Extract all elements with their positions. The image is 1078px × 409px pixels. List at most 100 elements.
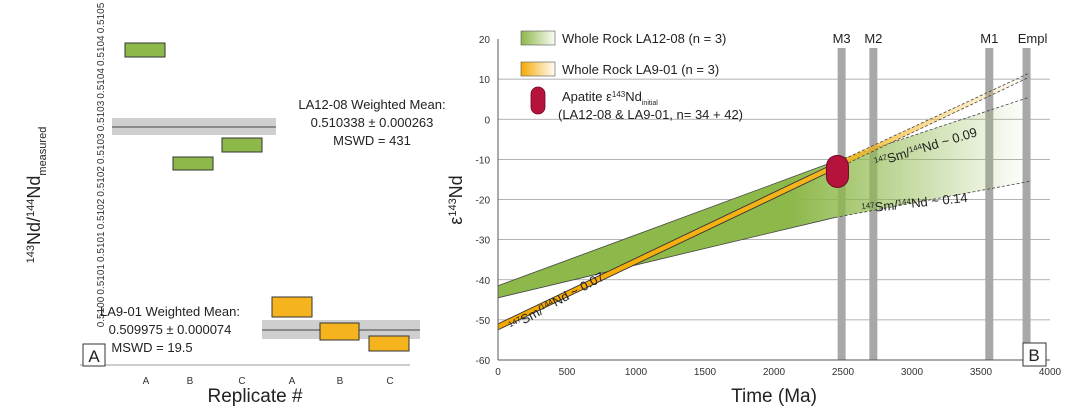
panel-a-mean-label-la1208-l2: 0.510338 ± 0.000263 — [311, 115, 434, 130]
point-la1208-B — [172, 156, 214, 171]
panel-a-y-tick-label: 0.5103 — [96, 100, 107, 131]
legend-apatite-sup: 143 — [612, 90, 626, 99]
event-label-m2: M2 — [864, 31, 882, 46]
panel-a-points — [124, 42, 410, 352]
legend-label-apatite-line2: (LA12-08 & LA9-01, n= 34 + 42) — [558, 107, 743, 122]
panel-a-label-box — [82, 343, 106, 367]
panel-b-x-tick-label: 500 — [559, 367, 576, 378]
panel-b-x-tick-label: 0 — [495, 367, 501, 378]
legend-apatite-nd: Nd — [625, 89, 642, 104]
panel-b-y-tick-label: -30 — [476, 236, 491, 247]
panel-b-y-tick-label: -50 — [476, 316, 491, 327]
panel-a-x-tick-label: B — [187, 376, 194, 387]
panel-b-x-tick-label: 2500 — [832, 367, 855, 378]
panel-a-y-tick-label: 0.5102 — [96, 198, 107, 229]
y-label-sup-144: 144 — [25, 199, 37, 217]
panel-a-y-tick-label: 0.5100 — [96, 296, 107, 327]
event-label-m3: M3 — [833, 31, 851, 46]
panel-a-x-tick-label: C — [386, 376, 393, 387]
band-la901 — [498, 73, 1030, 330]
panel-b-y-tick-label: -60 — [476, 356, 491, 367]
legend-swatch-la1208 — [520, 30, 556, 46]
panel-a-y-tick-label: 0.5101 — [96, 264, 107, 295]
ratio-009-a: Sm/ — [885, 145, 912, 166]
panel-b-y-tick-label: -40 — [476, 276, 491, 287]
panel-a-x-axis-label: Replicate # — [207, 386, 302, 407]
panel-a-y-tick-label: 0.5103 — [96, 133, 107, 164]
legend-apatite-a: Apatite ε — [562, 89, 612, 104]
point-la901-C — [368, 335, 410, 352]
ratio-014-b: Nd ~ 0.14 — [910, 190, 968, 211]
band-la901-lower-ext — [834, 76, 1030, 170]
y-label-nd: Nd — [24, 176, 44, 199]
ratio-009-sup2: 144 — [908, 141, 924, 154]
panel-a-y-tick-label: 0.5104 — [96, 68, 107, 99]
event-label-empl: Empl — [1018, 31, 1048, 46]
ratio-009-sup1: 147 — [873, 152, 889, 165]
panel-a-mean-label-la901-l1: LA9-01 Weighted Mean: — [100, 304, 240, 319]
y-label-nd: Nd — [446, 175, 466, 198]
panel-a-y-ticks: 0.51000.51010.51010.51020.51020.51030.51… — [96, 2, 107, 327]
panel-a-x-tick-label: C — [238, 376, 245, 387]
event-bar-empl — [1022, 48, 1031, 360]
panel-b-y-tick-label: 20 — [479, 35, 491, 46]
panel-a-mean-label-la1208-l3: MSWD = 431 — [333, 133, 411, 148]
y-label-epsilon: ε — [446, 217, 466, 225]
band-la901-lower-edge — [497, 169, 835, 331]
panel-a-x-tick-label: B — [337, 376, 344, 387]
panel-b: M3 M2 M1 Empl -60 -50 -40 -30 -20 -10 0 10 20 0 500 10… — [446, 30, 1062, 407]
band-la1208-upper-edge — [497, 161, 835, 287]
legend-label-la1208: Whole Rock LA12-08 (n = 3) — [562, 31, 726, 46]
panel-b-x-tick-label: 1500 — [694, 367, 717, 378]
panel-a-y-tick-label: 0.5101 — [96, 231, 107, 262]
panel-b-label-box — [1022, 342, 1047, 367]
legend-label-la901: Whole Rock LA9-01 (n = 3) — [562, 62, 719, 77]
ratio-014-sup2: 144 — [897, 196, 912, 206]
panel-b-y-axis-label: ε143Nd — [446, 175, 466, 224]
panel-a-y-tick-label: 0.5104 — [96, 35, 107, 66]
panel-a: 0.51000.51010.51010.51020.51020.51030.51… — [24, 2, 446, 407]
panel-a-y-tick-label: 0.5105 — [96, 2, 107, 33]
panel-a-x-tick-label: A — [143, 376, 150, 387]
panel-a-label: A — [88, 347, 100, 366]
panel-a-mean-label-la1208-l1: LA12-08 Weighted Mean: — [298, 97, 445, 112]
y-label-sub-measured: measured — [37, 127, 49, 176]
band-la901-upper-ext — [834, 72, 1030, 164]
legend-apatite-sub: initial — [642, 100, 658, 107]
apatite-epsilon-nd — [825, 154, 849, 188]
point-la1208-A — [124, 42, 166, 58]
band-la1208-lower-edge — [497, 217, 835, 299]
y-label-sup-143: 143 — [447, 198, 459, 216]
band-la1208-lower-ext — [834, 181, 1030, 218]
legend-label-apatite: Apatite ε143Ndinitial — [562, 89, 658, 107]
panel-b-axes: -60 -50 -40 -30 -20 -10 0 10 20 0 500 1000 1500 2000 2… — [476, 35, 1062, 378]
legend-swatch-la901 — [520, 61, 556, 77]
y-label-nd-slash: Nd/ — [24, 217, 44, 245]
panel-b-x-tick-label: 4000 — [1039, 367, 1062, 378]
panel-b-x-tick-label: 3500 — [970, 367, 993, 378]
event-label-m1: M1 — [980, 31, 998, 46]
ratio-014-a: Sm/ — [874, 197, 899, 214]
legend-swatch-apatite — [530, 86, 546, 115]
panel-a-y-tick-label: 0.5102 — [96, 166, 107, 197]
panel-a-mean-label-la901-l3: MSWD = 19.5 — [111, 340, 192, 355]
panel-a-y-axis-label: 143Nd/144Ndmeasured — [24, 127, 49, 264]
panel-b-x-tick-label: 2000 — [763, 367, 786, 378]
panel-b-y-tick-label: 0 — [484, 115, 490, 126]
annotation-ratio-014: 147Sm/144Nd ~ 0.14 — [861, 190, 969, 216]
band-la901-upper-edge — [497, 162, 835, 325]
panel-b-x-axis-label: Time (Ma) — [731, 386, 817, 407]
panel-b-legend: Whole Rock LA12-08 (n = 3) Whole Rock LA… — [520, 30, 743, 122]
ratio-014-sup1: 147 — [861, 200, 876, 210]
panel-a-x-tick-label: A — [289, 376, 296, 387]
point-la1208-C — [221, 137, 263, 153]
y-label-sup-143: 143 — [25, 245, 37, 263]
point-la901-A — [271, 296, 313, 318]
panel-a-mean-label-la901-l2: 0.509975 ± 0.000074 — [109, 322, 232, 337]
panel-b-x-tick-label: 1000 — [625, 367, 648, 378]
panel-b-label: B — [1028, 346, 1039, 365]
event-bar-m1 — [985, 48, 994, 360]
panel-b-x-tick-label: 3000 — [901, 367, 924, 378]
